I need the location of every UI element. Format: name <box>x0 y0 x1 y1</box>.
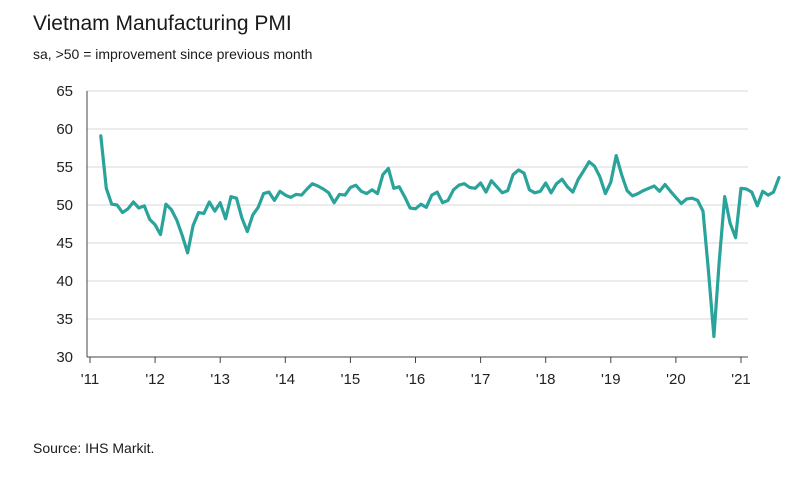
gridlines <box>87 90 748 320</box>
series-line-0 <box>99 134 781 339</box>
plot-area <box>99 134 781 339</box>
x-tick-label: '19 <box>601 371 621 388</box>
chart-title: Vietnam Manufacturing PMI <box>33 12 292 35</box>
y-tick-label: 65 <box>56 83 73 100</box>
y-tick-label: 55 <box>56 159 73 176</box>
x-tick-label: '12 <box>145 371 165 388</box>
x-tick-label: '15 <box>341 371 361 388</box>
y-tick-label: 40 <box>56 273 73 290</box>
y-tick-label: 45 <box>56 235 73 252</box>
source-note: Source: IHS Markit. <box>33 440 155 456</box>
x-tick-label: '17 <box>471 371 491 388</box>
x-axis: '11 '12 '13 '14 '15 '16 '17 '18 '19 '20 '21 <box>81 356 751 388</box>
x-tick-label: '20 <box>666 371 686 388</box>
y-tick-label: 60 <box>56 121 73 138</box>
y-tick-label: 35 <box>56 311 73 328</box>
y-tick-label: 30 <box>56 349 73 366</box>
y-axis: 30 35 40 45 50 55 60 65 <box>56 83 88 366</box>
x-tick-label: '13 <box>210 371 230 388</box>
x-tick-label: '21 <box>731 371 751 388</box>
x-tick-label: '11 <box>81 371 99 388</box>
y-tick-label: 50 <box>56 197 73 214</box>
x-tick-label: '16 <box>406 371 426 388</box>
chart-subtitle: sa, >50 = improvement since previous mon… <box>33 46 313 62</box>
x-tick-label: '14 <box>276 371 296 388</box>
x-tick-label: '18 <box>536 371 556 388</box>
